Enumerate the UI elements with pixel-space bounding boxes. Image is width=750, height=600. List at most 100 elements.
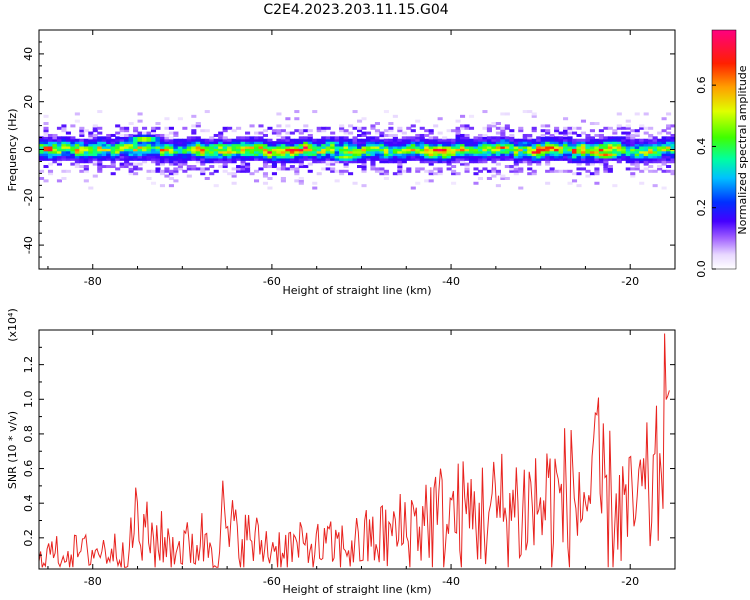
spectrogram-cell [518, 157, 524, 161]
spectrogram-cell [576, 148, 582, 152]
spectrogram-cell [267, 143, 273, 147]
spectrogram-cell [334, 150, 340, 154]
spectrogram-cell [146, 131, 152, 135]
spectrogram-cell [307, 143, 313, 147]
spectrogram-cell [200, 162, 206, 166]
spectrogram-cell [150, 133, 157, 137]
spectrogram-cell [289, 153, 295, 157]
spectrogram-cell [397, 150, 403, 154]
spectrogram-cell [419, 153, 425, 157]
snr-line [39, 333, 670, 569]
spectrogram-cell [486, 150, 492, 154]
spectrogram-cell [177, 157, 183, 161]
spectrogram-cell [173, 145, 179, 149]
spectrogram-cell [500, 129, 506, 133]
spectrogram-cell [74, 145, 80, 149]
spectrogram-cell [325, 148, 331, 152]
colorbar-ticks: 0.00.20.40.6 [695, 76, 716, 278]
spectrogram-cell [648, 160, 654, 164]
spectrogram-cell [630, 145, 636, 149]
spectrogram-cell [486, 148, 492, 152]
spectrogram-cell [133, 172, 139, 176]
spectrogram-cell [598, 143, 604, 147]
spectrogram-cell [504, 145, 510, 149]
spectrogram-cell [585, 136, 591, 140]
spectrogram-cell [504, 155, 510, 159]
spectrogram-cell [294, 129, 300, 133]
snr-x-tick-label: -40 [442, 575, 460, 588]
spectrogram-cell [316, 172, 322, 176]
spectrogram-cell [661, 153, 667, 157]
spectrogram-cell [159, 136, 166, 140]
spectrogram-cell [630, 150, 636, 154]
spectrogram-cell [79, 141, 85, 145]
spectrogram-cell [222, 136, 228, 140]
spectrogram-cell [218, 131, 224, 135]
spectrogram-cell [630, 148, 636, 152]
spectrogram-cell [128, 148, 134, 152]
spectrogram-cell [415, 148, 421, 152]
spectrogram-cell [607, 145, 613, 149]
spectrogram-cell [415, 157, 421, 161]
spectrogram-cell [182, 138, 188, 142]
spectrogram-cell [97, 150, 103, 154]
spectrogram-cell [648, 157, 654, 161]
spectrogram-cell [594, 181, 600, 185]
spectrogram-cell [401, 150, 407, 154]
spectrogram-cell [79, 143, 85, 147]
spectrogram-cell [509, 143, 515, 147]
spectrogram-cell [159, 145, 166, 149]
spectrogram-cell [607, 157, 613, 161]
spectrogram-cell [522, 148, 528, 152]
spectrogram-cell [634, 162, 640, 166]
spectrogram-cell [200, 153, 206, 157]
spectrogram-cell [388, 145, 394, 149]
spectrogram-cell [433, 172, 439, 176]
spectrogram-cell [455, 129, 461, 133]
spectrogram-cell [401, 143, 407, 147]
spectrogram-cell [352, 143, 358, 147]
spectrogram-cell [195, 155, 201, 159]
spectrogram-cell [262, 145, 269, 149]
spectrogram-cell [88, 138, 94, 142]
spectrogram-cell [661, 155, 667, 159]
spectrogram-cell [142, 141, 148, 145]
spectrogram-cell [88, 153, 94, 157]
spectrogram-cell [424, 138, 430, 142]
spectrogram-cell [119, 138, 125, 142]
spectrogram-cell [361, 155, 367, 159]
spectrogram-cell [666, 165, 672, 169]
spectrogram-cell [428, 157, 434, 161]
spectrogram-cell [563, 145, 569, 149]
spectrogram-cell [159, 143, 166, 147]
spectrogram-cell [545, 162, 551, 166]
spectrogram-cell [383, 155, 389, 159]
spectrogram-cell [365, 143, 372, 147]
spectrogram-cell [554, 143, 560, 147]
spectrogram-cell [222, 165, 228, 169]
spectrogram-cell [477, 160, 484, 164]
spectrogram-cell [186, 138, 192, 142]
spectrogram-cell [289, 157, 295, 161]
spectrogram-cell [648, 143, 654, 147]
spectrogram-cell [419, 138, 425, 142]
spectrogram-cell [365, 145, 372, 149]
spectrogram-cell [630, 167, 636, 171]
spectrogram-cell [285, 143, 291, 147]
spectrogram-cell [513, 172, 519, 176]
spectrogram-cell [518, 169, 524, 173]
spectrogram-cell [159, 184, 166, 188]
spectrogram-cell [150, 148, 157, 152]
spectrogram-cell [352, 155, 358, 159]
spectrogram-cell [276, 124, 282, 128]
spectrogram-cell [231, 181, 237, 185]
spectrogram-cell [39, 145, 45, 149]
spectrogram-cell [495, 122, 501, 126]
spectrogram-cell [97, 131, 103, 135]
spectrogram-cell [168, 138, 174, 142]
spectrogram-cell [460, 162, 466, 166]
spectrogram-cell [285, 150, 291, 154]
spectrogram-cell [580, 145, 587, 149]
spectrogram-cell [370, 162, 376, 166]
spectrogram-cell [545, 169, 551, 173]
